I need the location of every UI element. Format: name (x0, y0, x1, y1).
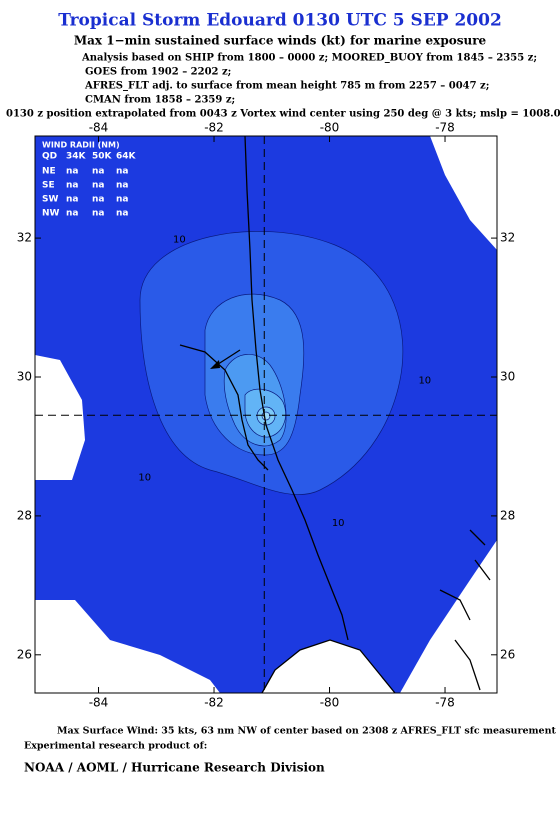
max-wind-note: Max Surface Wind: 35 kts, 63 nm NW of ce… (57, 726, 557, 737)
contour-label: 10 (418, 375, 431, 386)
wind-radii-header: 34K (66, 152, 87, 162)
contour-label: 10 (332, 518, 345, 529)
wind-radii-cell: SW (42, 195, 58, 205)
wind-radii-table: WIND RADII (NM) QD 34K 50K 64K NE na na na SE na na… (42, 141, 137, 219)
wind-radii-header: 50K (92, 152, 113, 162)
y-tick-label: 32 (500, 231, 515, 245)
x-tick-label: -82 (204, 696, 224, 710)
y-tick-label: 26 (500, 647, 515, 661)
outside-domain (430, 136, 497, 250)
outside-domain (262, 640, 395, 693)
wind-radii-cell: na (116, 209, 128, 219)
coastline (244, 136, 349, 641)
product-note: Experimental research product of: (24, 741, 207, 752)
y-tick-label: 30 (17, 369, 32, 383)
wind-radii-cell: NW (42, 209, 60, 219)
x-tick-label: -84 (89, 121, 109, 135)
wind-radii-header: 64K (116, 152, 137, 162)
wind-radii-cell: na (66, 167, 78, 177)
analysis-line: AFRES_FLT adj. to surface from mean heig… (84, 81, 489, 92)
wind-radii-cell: na (66, 181, 78, 191)
wind-radii-cell: na (116, 195, 128, 205)
wind-radii-cell: na (92, 181, 104, 191)
y-tick-label: 26 (17, 647, 32, 661)
max-wind-arrowhead (210, 360, 220, 369)
outside-domain (35, 600, 220, 693)
map-area (35, 136, 497, 693)
wind-radii-cell: NE (42, 167, 56, 177)
analysis-line: GOES from 1902 – 2202 z; (85, 67, 231, 78)
contour-35 (261, 411, 271, 421)
analysis-line: Analysis based on SHIP from 1800 – 0000 … (81, 53, 537, 64)
analysis-line: 0130 z position extrapolated from 0043 z… (6, 109, 560, 120)
contour-label: 10 (138, 473, 151, 484)
x-tick-label: -80 (320, 696, 340, 710)
wind-radii-cell: na (66, 209, 78, 219)
coastline (179, 344, 269, 471)
x-tick-label: -84 (89, 696, 109, 710)
analysis-line: CMAN from 1858 – 2359 z; (85, 95, 235, 106)
wind-radii-cell: na (92, 167, 104, 177)
islands (439, 529, 491, 691)
contour-label: 10 (173, 234, 186, 245)
wind-radii-cell: na (66, 195, 78, 205)
x-tick-label: -80 (320, 121, 340, 135)
subtitle: Max 1−min sustained surface winds (kt) f… (74, 34, 487, 48)
x-tick-label: -82 (204, 121, 224, 135)
x-tick-label: -78 (435, 121, 455, 135)
coastline (261, 639, 396, 693)
wind-radii-cell: SE (42, 181, 55, 191)
wind-radii-title: WIND RADII (NM) (42, 141, 120, 150)
wind-radii-cell: na (92, 195, 104, 205)
wind-radii-cell: na (116, 167, 128, 177)
map-frame (34, 135, 498, 694)
wind-radii-cell: na (116, 181, 128, 191)
x-tick-label: -78 (435, 696, 455, 710)
outside-domain (35, 355, 85, 480)
wind-radii-header: QD (42, 152, 57, 162)
y-tick-label: 28 (17, 508, 32, 522)
outside-domain (400, 540, 497, 693)
title: Tropical Storm Edouard 0130 UTC 5 SEP 20… (58, 11, 502, 31)
organization: NOAA / AOML / Hurricane Research Divisio… (24, 761, 325, 775)
y-tick-label: 32 (17, 231, 32, 245)
y-tick-label: 28 (500, 508, 515, 522)
y-tick-label: 30 (500, 369, 515, 383)
wind-radii-cell: na (92, 209, 104, 219)
